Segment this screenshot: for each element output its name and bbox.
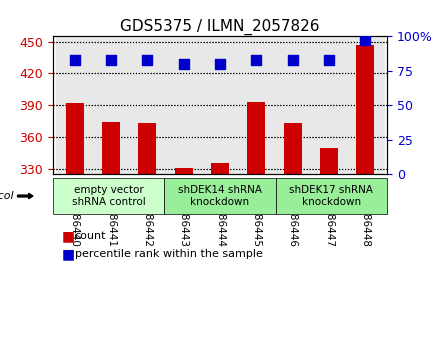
Bar [211,163,229,174]
Bar [102,122,120,174]
Text: percentile rank within the sample: percentile rank within the sample [75,249,263,259]
Bar [165,36,202,174]
Bar [284,123,302,174]
Bar [56,36,93,174]
Bar [202,36,238,174]
Bar [275,36,311,174]
Bar [129,36,165,174]
Point [216,61,224,67]
Text: ■: ■ [62,229,75,243]
Text: protocol: protocol [0,191,13,201]
Bar [356,45,374,174]
Text: shDEK17 shRNA
knockdown: shDEK17 shRNA knockdown [290,185,374,207]
Point [253,57,260,63]
Bar [284,123,302,174]
Bar [138,123,156,174]
Point [362,37,369,43]
Text: empty vector
shRNA control: empty vector shRNA control [72,185,145,207]
Bar [138,123,156,174]
Text: count: count [75,231,106,241]
Point [326,57,333,63]
Bar [356,45,374,174]
Bar [66,103,84,174]
Bar [93,36,129,174]
Bar [311,36,347,174]
Bar [66,103,84,174]
Bar [175,168,193,174]
Bar [102,122,120,174]
Title: GDS5375 / ILMN_2057826: GDS5375 / ILMN_2057826 [120,19,320,35]
Bar [347,36,384,174]
Bar [247,102,265,174]
Bar [238,36,275,174]
Bar [247,102,265,174]
Point [71,57,78,63]
Point [107,57,114,63]
Bar [175,168,193,174]
Text: shDEK14 shRNA
knockdown: shDEK14 shRNA knockdown [178,185,262,207]
Bar [211,163,229,174]
Point [144,57,151,63]
Point [180,61,187,67]
Text: ■: ■ [62,247,75,261]
Bar [320,148,338,174]
Bar [320,148,338,174]
Point [289,57,296,63]
